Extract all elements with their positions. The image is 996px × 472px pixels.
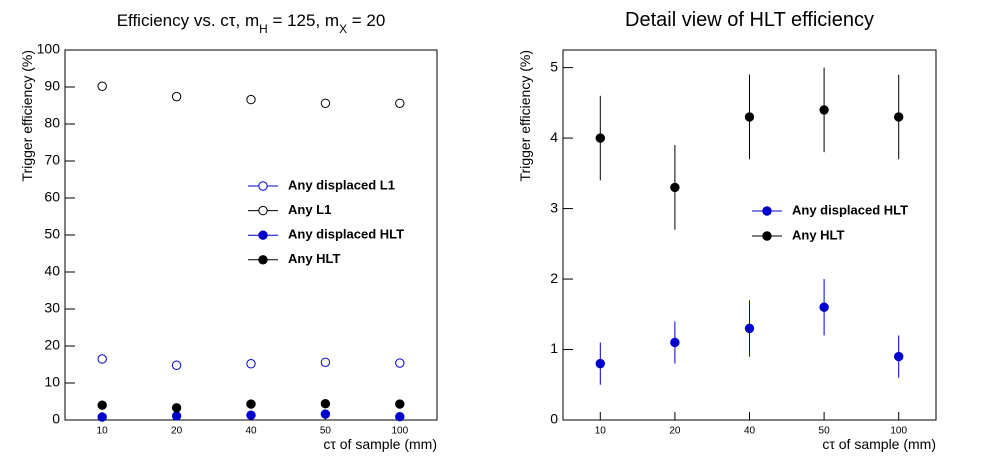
data-point <box>320 409 331 419</box>
legend-label: Any displaced HLT <box>792 202 908 217</box>
data-point <box>246 359 256 369</box>
y-tick-label: 1 <box>550 340 558 356</box>
x-tick-label: 50 <box>819 426 831 437</box>
x-axis-label: cτ of sample (mm) <box>822 436 936 452</box>
legend-label: Any displaced HLT <box>288 227 404 242</box>
title-part: H <box>259 22 268 36</box>
data-point <box>670 337 680 348</box>
data-point <box>171 360 182 370</box>
title-part: = 125, m <box>268 11 339 30</box>
chart-title: Efficiency vs. cτ, mH = 125, mX = 20 <box>117 11 386 36</box>
data-point <box>171 91 182 102</box>
x-tick-label: 40 <box>245 426 257 437</box>
legend-label: Any HLT <box>288 251 341 266</box>
x-tick-label: 10 <box>595 426 607 437</box>
y-tick-label: 0 <box>550 411 558 427</box>
legend-label: Any L1 <box>288 202 331 217</box>
chart-title: Detail view of HLT efficiency <box>625 9 874 31</box>
data-point <box>97 81 107 91</box>
legend-marker <box>258 205 268 216</box>
y-tick-label: 100 <box>37 41 61 57</box>
y-tick-label: 80 <box>44 115 60 131</box>
data-point <box>320 98 331 108</box>
y-axis-label: Trigger efficiency (%) <box>19 50 35 181</box>
x-axis-label: cτ of sample (mm) <box>323 436 437 452</box>
y-tick-label: 4 <box>550 129 558 145</box>
y-tick-label: 2 <box>550 270 558 286</box>
data-point <box>819 302 829 312</box>
data-point <box>395 399 405 409</box>
y-tick-label: 30 <box>44 300 60 316</box>
y-tick-label: 60 <box>44 189 60 205</box>
legend-label: Any HLT <box>792 227 845 242</box>
x-tick-label: 20 <box>171 426 183 437</box>
data-point <box>894 112 904 122</box>
y-tick-label: 0 <box>52 411 60 427</box>
y-tick-label: 5 <box>550 58 558 74</box>
x-tick-label: 100 <box>391 426 408 437</box>
y-tick-label: 90 <box>44 78 60 94</box>
data-point <box>246 410 256 420</box>
x-tick-label: 100 <box>890 426 907 437</box>
data-point <box>395 98 405 108</box>
data-point <box>97 412 107 422</box>
data-point <box>171 411 182 421</box>
legend-marker <box>762 206 772 216</box>
title-part: X <box>339 22 347 36</box>
y-tick-label: 20 <box>44 337 60 353</box>
y-tick-label: 3 <box>550 199 558 215</box>
data-point <box>744 112 755 122</box>
data-point <box>595 358 605 369</box>
data-point <box>819 105 829 115</box>
legend-marker <box>258 181 268 191</box>
y-axis-label: Trigger efficiency (%) <box>517 50 533 181</box>
data-point <box>744 323 755 334</box>
y-tick-label: 40 <box>44 263 60 279</box>
data-point <box>395 411 405 422</box>
x-tick-label: 50 <box>320 426 332 437</box>
data-point <box>320 357 331 367</box>
legend-marker <box>762 231 772 241</box>
x-tick-label: 40 <box>744 426 756 437</box>
title-part: = 20 <box>347 11 385 30</box>
legend-marker <box>258 230 268 240</box>
data-point <box>595 133 605 143</box>
title-part: Efficiency vs. cτ, m <box>117 11 259 30</box>
data-point <box>246 399 256 409</box>
data-point <box>894 351 904 362</box>
data-point <box>171 403 182 413</box>
panel: Efficiency vs. cτ, mH = 125, mX = 20 0 10 2… <box>19 11 438 452</box>
y-tick-label: 10 <box>44 374 60 390</box>
x-tick-label: 10 <box>97 426 109 437</box>
x-tick-label: 20 <box>669 426 681 437</box>
data-point <box>97 400 107 410</box>
legend-marker <box>258 255 268 265</box>
y-tick-label: 70 <box>44 152 60 168</box>
title-part: Detail view of HLT efficiency <box>625 9 874 31</box>
data-point <box>320 399 331 409</box>
legend-label: Any displaced L1 <box>288 177 395 192</box>
panel: Detail view of HLT efficiency 0 1 2 3 4 5 10 20 4… <box>517 9 937 452</box>
data-point <box>97 354 107 364</box>
y-tick-label: 50 <box>44 226 60 242</box>
data-point <box>395 358 405 368</box>
data-point <box>670 182 680 193</box>
data-point <box>246 94 256 105</box>
